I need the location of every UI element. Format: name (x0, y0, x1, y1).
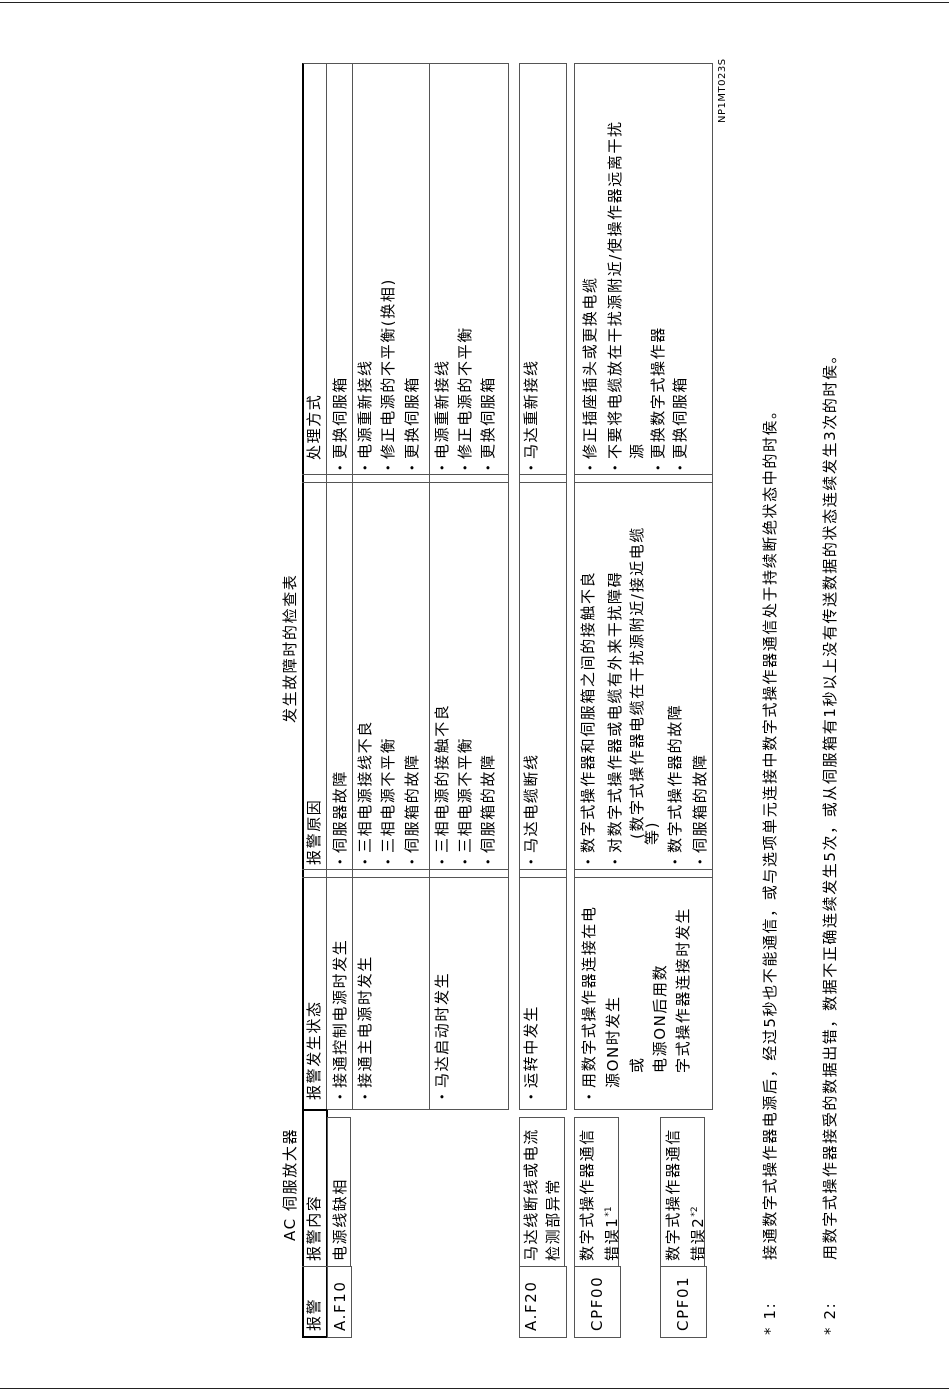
state-text: 接通控制电源时发生 (329, 939, 351, 1100)
cause-text: 伺服箱的故障 (477, 753, 499, 865)
alarm-content: 错误2*2 (684, 1206, 707, 1261)
action-text: 更换伺服箱 (477, 376, 499, 471)
page-bottom-rule (0, 1388, 949, 1389)
alarm-content-text: 错误2 (689, 1216, 707, 1261)
alarm-code: A.F20 (522, 1280, 540, 1331)
footnote-text: 接通数字式操作器电源后，经过5秒也不能通信，或与选项单元连接中数字式操作器通信处… (761, 402, 779, 1260)
header-alarm: 报警 (305, 1297, 323, 1331)
column-divider (519, 474, 567, 475)
alarm-content: 马达线断线或电流 (522, 1128, 540, 1261)
action-text: 修正电源的不平衡 (454, 326, 476, 471)
alarm-code: CPF01 (674, 1275, 692, 1331)
section-title: AC 伺服放大器 (281, 1127, 299, 1241)
state-text: 或 (628, 1056, 646, 1073)
cause-text: 伺服箱的故障 (689, 753, 711, 865)
column-divider (574, 482, 713, 483)
footnote-mark: * 2: (821, 1301, 839, 1335)
state-text: 马达启动时发生 (431, 972, 453, 1100)
column-divider (574, 869, 713, 870)
footnote-mark: * 1: (761, 1301, 779, 1335)
header-state: 报警发生状态 (305, 1000, 323, 1100)
table-header (302, 63, 327, 1338)
alarm-content-text: 错误1 (603, 1216, 621, 1261)
alarm-content: 数字式操作器通信 (664, 1128, 682, 1261)
group-af20-frame (519, 63, 567, 1110)
state-text: 用数字式操作器连接在电 (578, 905, 600, 1100)
action-text: 电源重新接线 (431, 359, 453, 471)
divider (302, 1266, 327, 1267)
table-title: 发生故障时的检查表 (281, 573, 299, 723)
action-text: 不要将电缆放在干扰源附近/使操作器远离干扰 (604, 120, 626, 471)
header-content: 报警内容 (305, 1194, 323, 1261)
action-text: 修正插座插头或更换电缆 (579, 276, 601, 471)
cause-text: 伺服箱的故障 (401, 753, 423, 865)
cause-text: 等) (643, 820, 661, 845)
header-cause: 报警原因 (305, 798, 323, 865)
column-divider (519, 482, 567, 483)
group-af10-frame (327, 63, 509, 1110)
cause-text: 伺服器故障 (329, 770, 351, 865)
column-divider (302, 474, 509, 475)
state-text: 运转中发生 (520, 1005, 542, 1100)
alarm-content: 电源线缺相 (331, 1177, 349, 1261)
column-divider (574, 474, 713, 475)
cause-text: 马达电缆断线 (520, 753, 542, 865)
page-top-rule (0, 2, 949, 3)
column-divider (519, 869, 567, 870)
cause-text: 数字式操作器和伺服箱之间的接触不良 (577, 571, 599, 865)
state-text: 电源ON后用数 (651, 963, 669, 1073)
footnote-text: 用数字式操作器接受的数据出错，数据不正确连续发生5次，或从伺服箱有1秒以上没有传… (821, 346, 839, 1260)
column-divider (302, 482, 509, 483)
state-text: 源ON时发生 (604, 995, 622, 1088)
alarm-content: 检测部异常 (544, 1177, 562, 1261)
cause-text: (数字式操作器电缆在干扰源附近/接近电缆 (628, 526, 646, 839)
action-text: 修正电源的不平衡(换相) (377, 278, 399, 471)
action-text: 更换伺服箱 (401, 376, 423, 471)
cause-text: 数字式操作器的故障 (664, 704, 686, 865)
row-divider (352, 63, 353, 1110)
cause-text: 三相电源接线不良 (354, 720, 376, 865)
alarm-content: 错误1*1 (598, 1206, 621, 1261)
action-text: 马达重新接线 (520, 359, 542, 471)
column-divider (302, 877, 509, 878)
state-text: 接通主电源时发生 (354, 955, 376, 1100)
alarm-code: CPF00 (588, 1275, 606, 1331)
footnote-ref: *1 (604, 1206, 614, 1217)
action-text: 更换伺服箱 (329, 376, 351, 471)
row-divider (429, 63, 430, 1110)
cause-text: 三相电源的接触不良 (431, 704, 453, 865)
action-text: 电源重新接线 (354, 359, 376, 471)
column-divider (302, 869, 509, 870)
column-divider (574, 877, 713, 878)
action-text: 更换数字式操作器 (647, 326, 669, 471)
figure-code: NP1MT023S (717, 58, 728, 123)
column-divider (519, 877, 567, 878)
cause-text: 三相电源不平衡 (377, 737, 399, 865)
action-text: 更换伺服箱 (669, 376, 691, 471)
footnote-ref: *2 (690, 1206, 700, 1217)
action-text: 源 (628, 442, 646, 459)
divider (302, 1109, 328, 1111)
alarm-content: 数字式操作器通信 (578, 1128, 596, 1261)
cause-text: 三相电源不平衡 (454, 737, 476, 865)
state-text: 字式操作器连接时发生 (674, 906, 692, 1073)
cause-text: 对数字式操作器或电缆有外来干扰障碍 (604, 571, 626, 865)
alarm-code: A.F10 (331, 1280, 349, 1331)
header-action: 处理方式 (305, 393, 323, 460)
